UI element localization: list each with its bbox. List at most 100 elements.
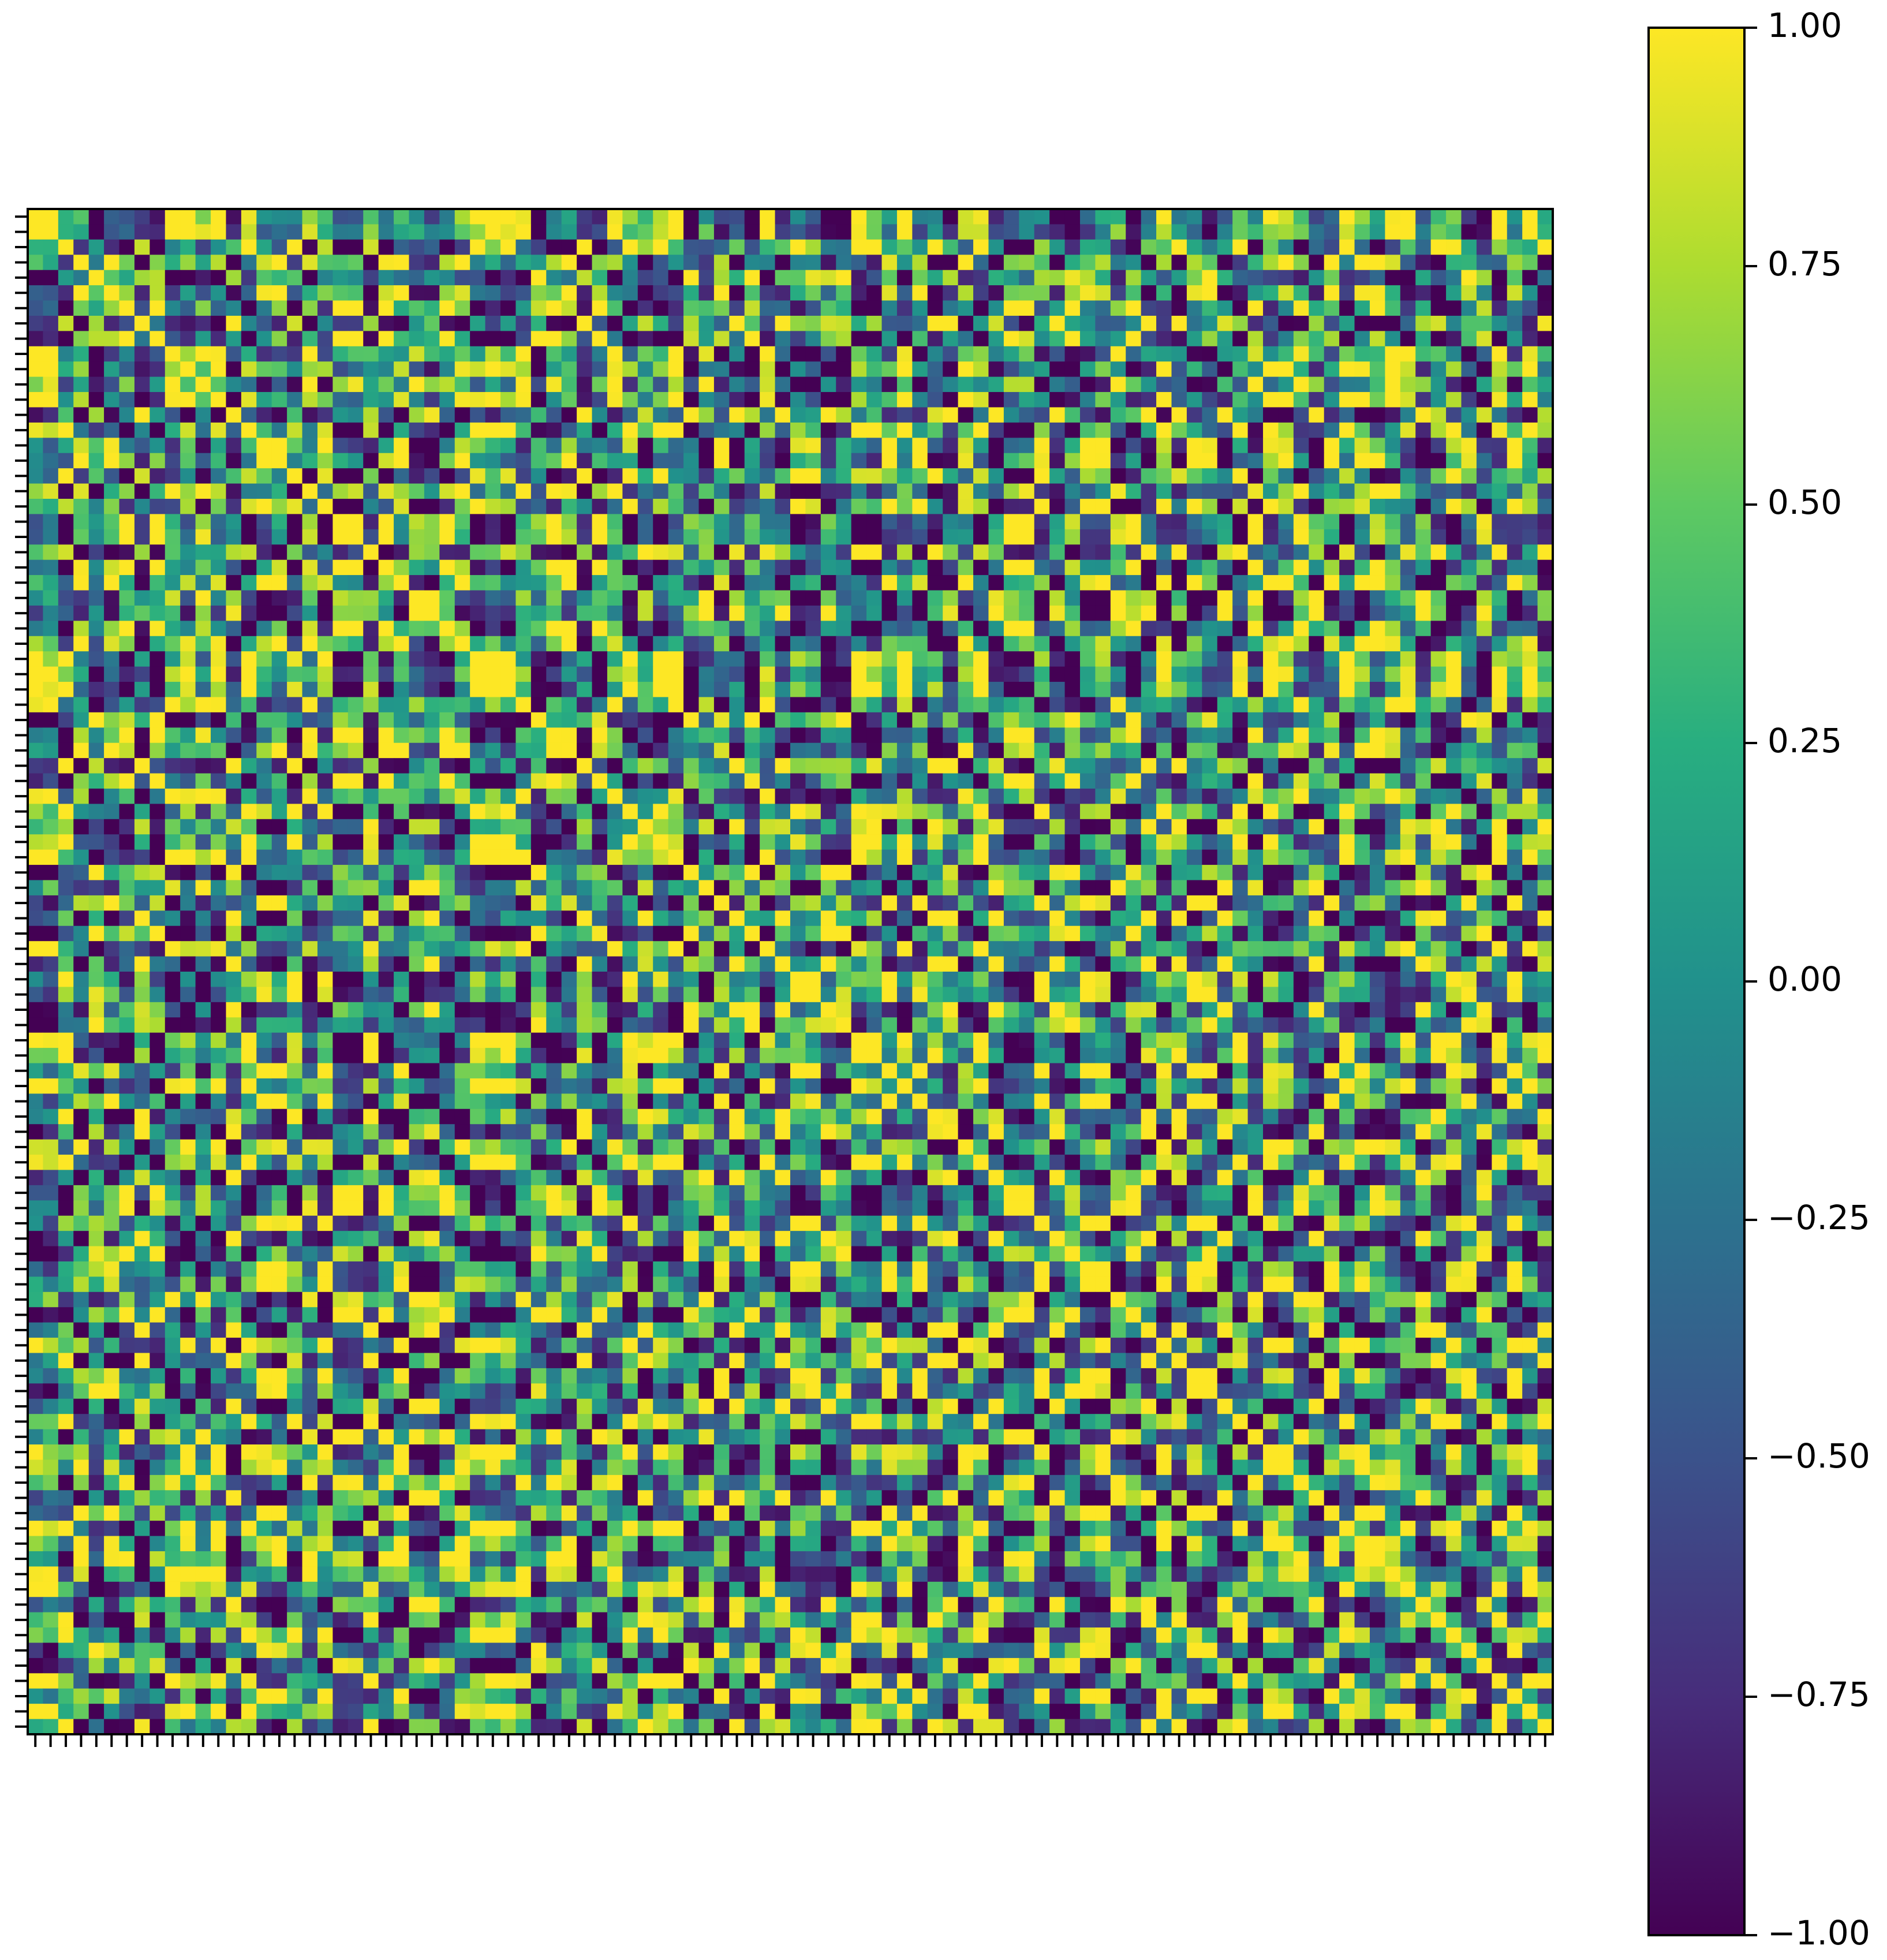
heatmap-cell — [73, 544, 89, 561]
heatmap-cell — [1141, 422, 1157, 438]
heatmap-cell — [470, 498, 486, 514]
heatmap-cell — [1064, 392, 1081, 408]
heatmap-cell — [470, 865, 486, 881]
heatmap-cell — [317, 285, 333, 301]
heatmap-cell — [1003, 682, 1019, 698]
heatmap-cell — [713, 376, 730, 393]
heatmap-cell — [653, 376, 669, 393]
heatmap-cell — [1049, 544, 1066, 561]
heatmap-cell — [713, 834, 730, 850]
heatmap-cell — [378, 255, 394, 271]
heatmap-cell — [988, 224, 1004, 240]
heatmap-cell — [1354, 575, 1370, 591]
heatmap-cell — [744, 773, 760, 789]
heatmap-cell — [439, 636, 455, 652]
heatmap-cell — [256, 392, 272, 408]
heatmap-cell — [1126, 315, 1142, 331]
heatmap-cell — [622, 742, 638, 759]
heatmap-cell — [88, 925, 104, 942]
heatmap-cell — [58, 895, 74, 911]
heatmap-cell — [394, 788, 410, 804]
heatmap-cell — [378, 666, 394, 682]
heatmap-cell — [1186, 315, 1202, 331]
heatmap-cell — [302, 880, 318, 896]
heatmap-cell — [1126, 925, 1142, 942]
heatmap-cell — [150, 880, 166, 896]
heatmap-cell — [1339, 315, 1355, 331]
heatmap-cell — [150, 559, 166, 576]
heatmap-cell — [1278, 605, 1294, 621]
heatmap-cell — [1247, 849, 1264, 865]
heatmap-cell — [1186, 819, 1202, 835]
heatmap-cell — [500, 270, 517, 286]
heatmap-cell — [1263, 910, 1279, 927]
heatmap-cell — [790, 605, 806, 621]
heatmap-cell — [1171, 605, 1187, 621]
heatmap-cell — [1202, 559, 1218, 576]
heatmap-cell — [713, 697, 730, 713]
heatmap-cell — [668, 941, 684, 957]
heatmap-cell — [454, 544, 470, 561]
heatmap-cell — [58, 742, 74, 759]
heatmap-cell — [439, 682, 455, 698]
heatmap-cell — [424, 941, 440, 957]
heatmap-cell — [1019, 315, 1035, 331]
heatmap-cell — [988, 392, 1004, 408]
heatmap-cell — [287, 605, 303, 621]
heatmap-cell — [805, 834, 821, 850]
heatmap-cell — [409, 941, 425, 957]
heatmap-cell — [729, 315, 745, 331]
heatmap-cell — [515, 361, 532, 378]
heatmap-cell — [134, 605, 150, 621]
heatmap-cell — [271, 788, 287, 804]
heatmap-cell — [1019, 956, 1035, 972]
heatmap-cell — [607, 697, 623, 713]
heatmap-cell — [958, 483, 974, 499]
heatmap-cell — [1324, 742, 1340, 759]
heatmap-cell — [713, 925, 730, 942]
heatmap-cell — [1171, 865, 1187, 881]
heatmap-cell — [73, 758, 89, 774]
heatmap-cell — [241, 544, 257, 561]
heatmap-cell — [454, 407, 470, 423]
heatmap-cell — [150, 468, 166, 484]
heatmap-cell — [1247, 712, 1264, 728]
heatmap-cell — [211, 407, 227, 423]
heatmap-cell — [241, 498, 257, 514]
heatmap-cell — [881, 483, 898, 499]
heatmap-cell — [912, 468, 928, 484]
heatmap-cell — [790, 636, 806, 652]
heatmap-cell — [958, 834, 974, 850]
heatmap-cell — [347, 300, 364, 316]
heatmap-cell — [1430, 819, 1447, 835]
heatmap-cell — [485, 910, 501, 927]
heatmap-cell — [592, 514, 608, 530]
heatmap-cell — [943, 941, 959, 957]
heatmap-cell — [1110, 498, 1126, 514]
heatmap-cell — [1461, 392, 1477, 408]
heatmap-cell — [713, 727, 730, 744]
heatmap-cell — [43, 422, 59, 438]
heatmap-cell — [1339, 712, 1355, 728]
heatmap-cell — [851, 270, 867, 286]
heatmap-cell — [271, 666, 287, 682]
heatmap-cell — [88, 849, 104, 865]
heatmap-cell — [454, 727, 470, 744]
heatmap-cell — [1186, 422, 1202, 438]
heatmap-cell — [1278, 483, 1294, 499]
heatmap-cell — [577, 559, 593, 576]
heatmap-cell — [180, 819, 196, 835]
heatmap-cell — [1293, 468, 1309, 484]
heatmap-cell — [470, 727, 486, 744]
heatmap-cell — [1034, 895, 1050, 911]
heatmap-cell — [88, 956, 104, 972]
heatmap-cell — [394, 834, 410, 850]
heatmap-cell — [119, 910, 135, 927]
heatmap-cell — [927, 742, 943, 759]
heatmap-cell — [1492, 758, 1508, 774]
heatmap-cell — [28, 773, 44, 789]
heatmap-cell — [577, 834, 593, 850]
heatmap-cell — [653, 514, 669, 530]
heatmap-cell — [713, 224, 730, 240]
heatmap-cell — [896, 849, 913, 865]
